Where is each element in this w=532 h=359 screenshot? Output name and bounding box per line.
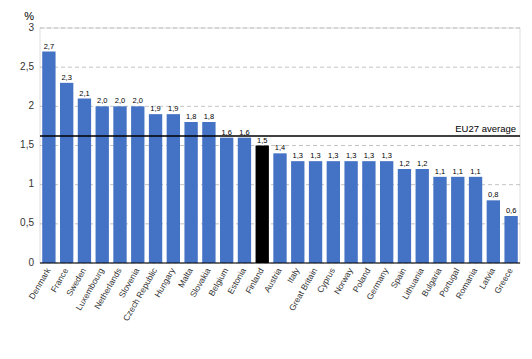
- x-tick-label: Denmark: [27, 265, 53, 301]
- reference-label: EU27 average: [455, 123, 516, 134]
- data-label: 0,8: [488, 190, 498, 199]
- x-tick-label: Italy: [285, 265, 302, 284]
- bar: [398, 169, 411, 263]
- data-label: 1,9: [150, 104, 160, 113]
- data-label: 1,1: [470, 167, 480, 176]
- data-label: 2,0: [115, 96, 125, 105]
- bar: [469, 177, 482, 263]
- x-tick-label: Norway: [332, 265, 355, 296]
- data-label: 1,8: [204, 112, 214, 121]
- data-label: 1,3: [328, 151, 338, 160]
- bar: [96, 106, 109, 263]
- data-label: 1,1: [453, 167, 463, 176]
- y-axis: 0 0,5 1 1,5 2 2,5 3: [20, 22, 34, 268]
- grid-line: [40, 28, 520, 29]
- y-tick-label: 2,5: [20, 61, 34, 72]
- x-tick-label: Romania: [454, 266, 480, 301]
- data-label: 1,4: [275, 143, 285, 152]
- bar: [60, 83, 73, 263]
- data-label: 1,8: [186, 112, 196, 121]
- bar: [256, 146, 269, 264]
- bar: [238, 138, 251, 263]
- grid-line: [40, 67, 520, 68]
- data-label: 2,7: [44, 42, 54, 51]
- bar: [78, 99, 91, 264]
- data-label: 1,9: [168, 104, 178, 113]
- y-tick-label: 0,5: [20, 217, 34, 228]
- bar: [487, 200, 500, 263]
- bar: [202, 122, 215, 263]
- y-axis-label: %: [24, 10, 34, 22]
- x-tick-label: Belgium: [206, 266, 230, 298]
- bar: [113, 106, 126, 263]
- data-label: 1,1: [435, 167, 445, 176]
- bar: [362, 161, 375, 263]
- data-label: 1,3: [310, 151, 320, 160]
- bar: [504, 216, 517, 263]
- data-label: 1,6: [221, 128, 231, 137]
- chart: 0 0,5 1 1,5 2 2,5 3% 2,7 2,3 2,1 2,0 2,0 2,0 1,9 1,9 1,…: [0, 0, 532, 359]
- data-label: 2,3: [61, 73, 71, 82]
- x-tick-label: Finland: [243, 266, 266, 295]
- bar: [309, 161, 322, 263]
- x-tick-label: Greece: [492, 266, 515, 295]
- x-axis-line: [40, 263, 520, 264]
- bar: [327, 161, 340, 263]
- grid-line: [40, 106, 520, 107]
- grid: [40, 28, 520, 263]
- bar: [273, 153, 286, 263]
- bar: [416, 169, 429, 263]
- y-tick-label: 1: [28, 178, 34, 189]
- data-label: 1,3: [346, 151, 356, 160]
- data-label: 2,1: [79, 89, 89, 98]
- data-label: 1,3: [293, 151, 303, 160]
- bar: [42, 52, 55, 264]
- bar: [184, 122, 197, 263]
- data-label: 1,3: [364, 151, 374, 160]
- y-tick-label: 2: [28, 100, 34, 111]
- y-tick-label: 3: [28, 22, 34, 33]
- data-label: 2,0: [133, 96, 143, 105]
- bar: [433, 177, 446, 263]
- reference-line: [40, 135, 520, 137]
- bars: [42, 52, 518, 264]
- bar: [131, 106, 144, 263]
- bar: [451, 177, 464, 263]
- data-label: 1,6: [239, 128, 249, 137]
- bar: [291, 161, 304, 263]
- data-label: 1,2: [417, 159, 427, 168]
- x-tick-label: Austria: [262, 266, 284, 294]
- data-label: 1,3: [381, 151, 391, 160]
- data-labels: 2,72,32,12,02,02,01,91,91,81,81,61,61,51…: [44, 42, 517, 216]
- data-label: 0,6: [506, 206, 516, 215]
- x-axis: DenmarkFranceSwedenLuxembourgNetherlands…: [27, 265, 515, 322]
- data-label: 2,0: [97, 96, 107, 105]
- y-tick-label: 0: [28, 257, 34, 268]
- grid-line: [40, 263, 520, 264]
- x-tick-label: Hungary: [152, 265, 177, 298]
- y-tick-label: 1,5: [20, 139, 34, 150]
- bar: [344, 161, 357, 263]
- bar: [220, 138, 233, 263]
- data-label: 1,2: [399, 159, 409, 168]
- bar: [380, 161, 393, 263]
- x-tick-label: Germany: [364, 265, 391, 301]
- plot-frame: [40, 28, 520, 263]
